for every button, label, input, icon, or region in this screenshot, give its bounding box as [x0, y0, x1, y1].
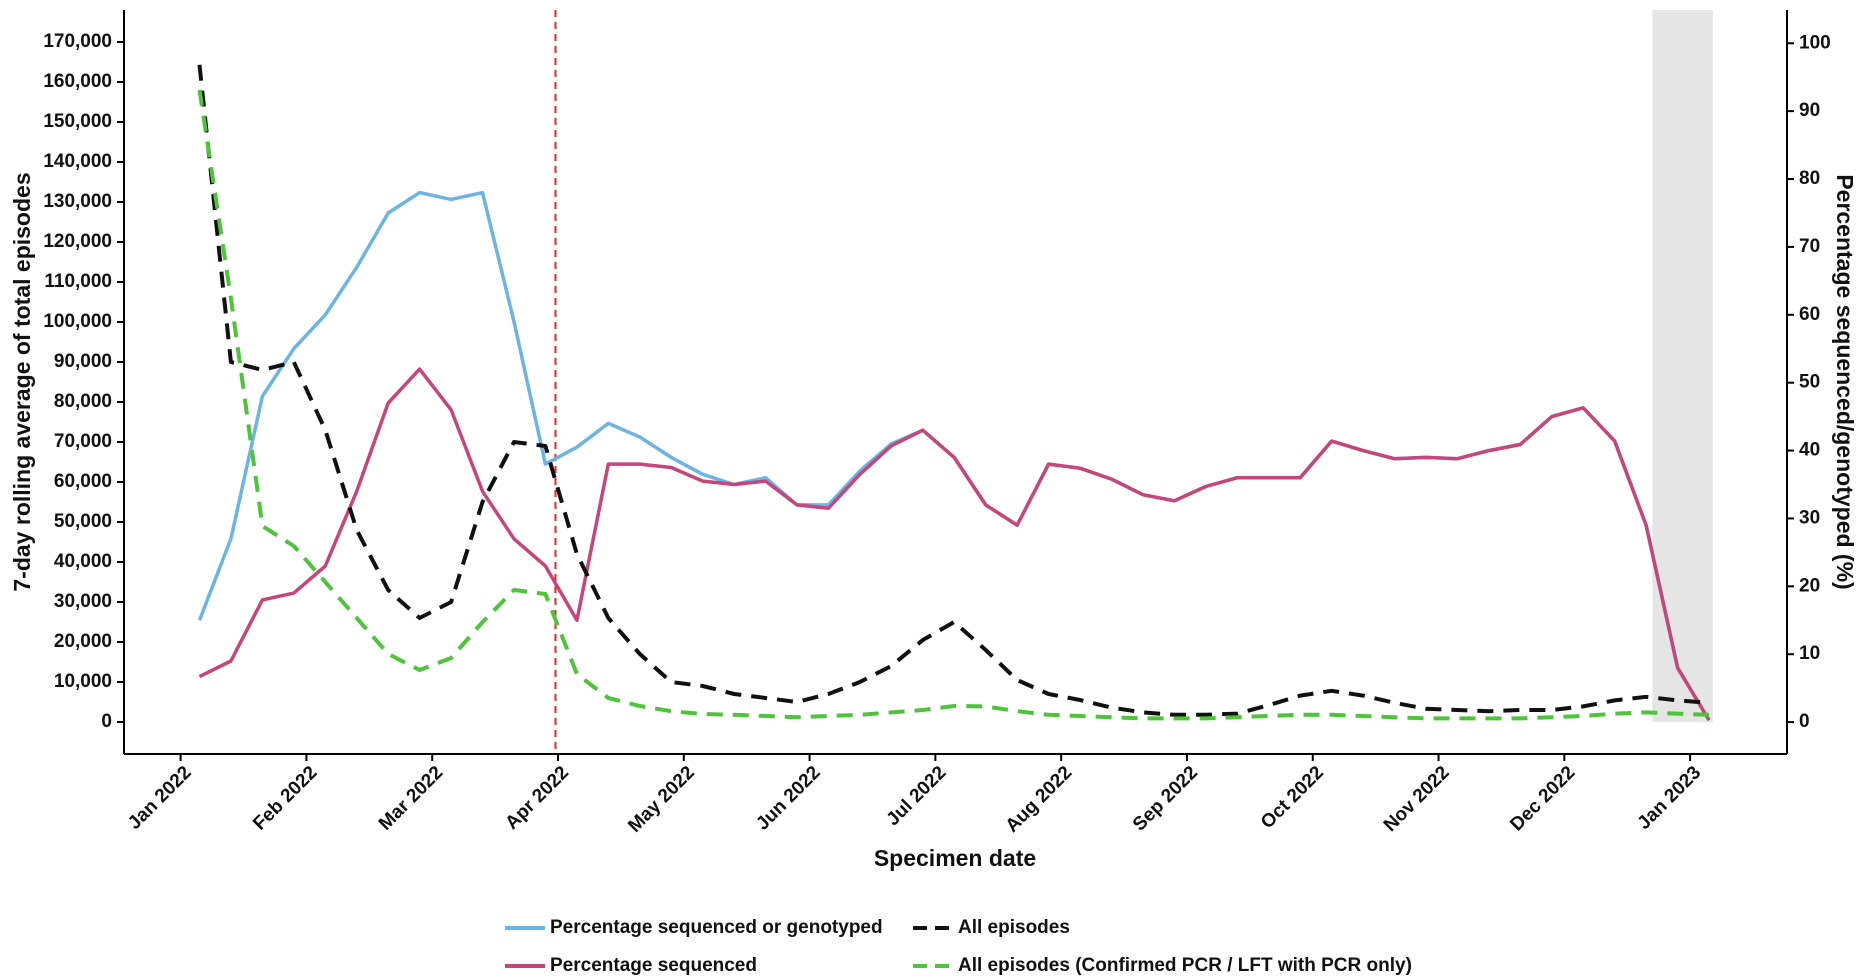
- y2-tick-label: 50: [1799, 372, 1820, 393]
- x-tick-label: Jun 2022: [752, 762, 824, 834]
- series-line: [197, 64, 1710, 717]
- x-tick-label: Nov 2022: [1380, 762, 1454, 836]
- x-tick-label: Apr 2022: [501, 762, 573, 834]
- legend-label: Percentage sequenced: [550, 955, 757, 976]
- y-tick-label: 110,000: [44, 271, 112, 292]
- y2-tick-label: 60: [1799, 304, 1820, 325]
- y-tick-label: 50,000: [54, 511, 112, 532]
- y-tick-label: 150,000: [43, 111, 112, 132]
- y-tick-label: 160,000: [43, 71, 112, 92]
- y-tick-label: 30,000: [54, 591, 112, 612]
- y2-tick-label: 40: [1799, 440, 1820, 461]
- x-axis-title: Specimen date: [874, 845, 1036, 871]
- x-tick-label: Oct 2022: [1257, 762, 1328, 833]
- legend-label: All episodes: [958, 917, 1070, 938]
- y-tick-label: 60,000: [54, 471, 112, 492]
- y-tick-label: 170,000: [43, 31, 112, 52]
- y2-tick-label: 90: [1799, 100, 1820, 121]
- legend-label: All episodes (Confirmed PCR / LFT with P…: [958, 955, 1412, 976]
- x-tick-label: Jan 2022: [124, 762, 196, 834]
- shaded-region: [1652, 10, 1713, 723]
- x-tick-label: Aug 2022: [1002, 762, 1077, 837]
- y-tick-label: 0: [101, 711, 112, 732]
- y2-axis-title: Percentage sequenced/genotyped (%): [1832, 174, 1858, 589]
- x-tick-label: May 2022: [624, 762, 699, 837]
- series-line: [197, 89, 1710, 721]
- y-tick-label: 100,000: [43, 311, 112, 332]
- x-tick-label: Jul 2022: [883, 762, 951, 830]
- y-tick-label: 120,000: [43, 231, 112, 252]
- x-tick-label: Sep 2022: [1129, 762, 1202, 835]
- x-tick-label: Jan 2023: [1634, 762, 1706, 834]
- series-line: [198, 367, 1711, 722]
- y2-tick-label: 100: [1799, 32, 1831, 53]
- legend-label: Percentage sequenced or genotyped: [550, 917, 883, 938]
- y-tick-label: 140,000: [43, 151, 112, 172]
- y2-tick-label: 30: [1799, 507, 1820, 528]
- y2-tick-label: 20: [1799, 575, 1820, 596]
- y2-tick-label: 10: [1799, 643, 1820, 664]
- y2-tick-label: 0: [1799, 711, 1810, 732]
- x-tick-label: Mar 2022: [375, 762, 447, 834]
- x-tick-label: Feb 2022: [249, 762, 321, 834]
- y-axis-title: 7-day rolling average of total episodes: [9, 172, 35, 591]
- y-tick-label: 10,000: [54, 671, 112, 692]
- y-tick-label: 40,000: [54, 551, 112, 572]
- y-tick-label: 130,000: [43, 191, 112, 212]
- y-tick-label: 90,000: [54, 351, 112, 372]
- y-tick-label: 70,000: [54, 431, 112, 452]
- y2-tick-label: 80: [1799, 168, 1820, 189]
- y-tick-label: 80,000: [54, 391, 112, 412]
- y2-tick-label: 70: [1799, 236, 1820, 257]
- y-tick-label: 20,000: [54, 631, 112, 652]
- x-tick-label: Dec 2022: [1506, 762, 1579, 835]
